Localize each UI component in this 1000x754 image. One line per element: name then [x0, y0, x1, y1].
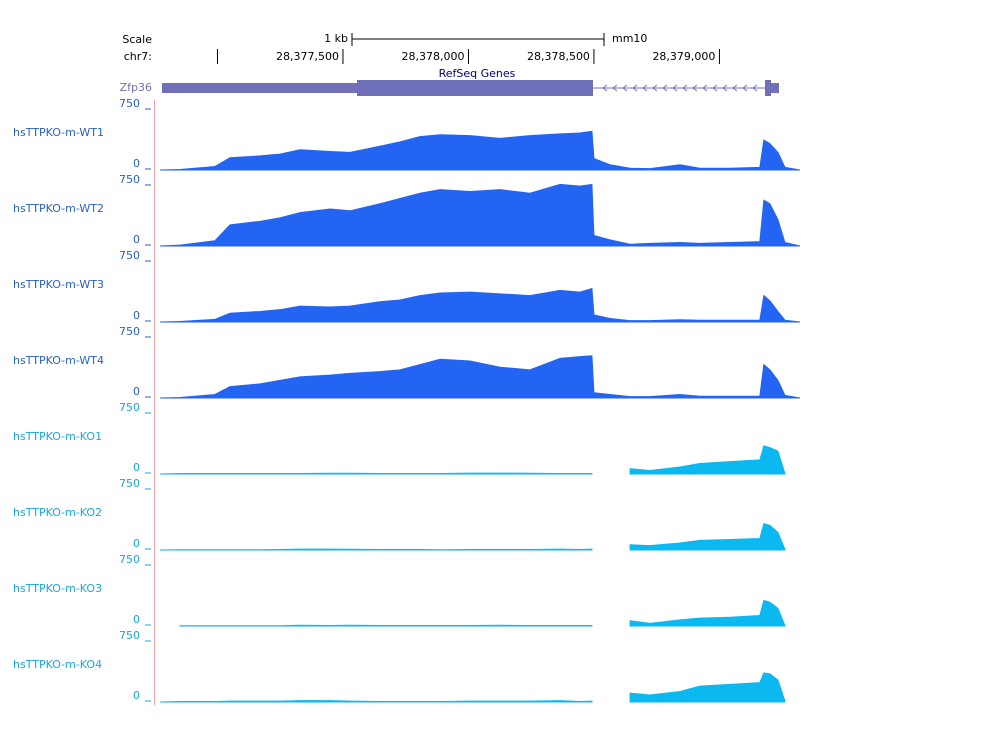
y-tick-label: 750: [119, 249, 140, 262]
scale-bar: [351, 33, 605, 46]
chrom-tick-label: 28,379,000: [652, 50, 715, 63]
y-tick-label: 750: [119, 325, 140, 338]
scale-label: Scale: [122, 33, 152, 46]
y-tick-label: 750: [119, 401, 140, 414]
track-name: hsTTPKO-m-KO2: [13, 506, 102, 519]
y-tick-label: 0: [133, 233, 140, 246]
scale-bar-label: 1 kb: [324, 32, 348, 45]
coverage-area: [179, 599, 786, 627]
chrom-axis: 28,377,500 28,378,000 28,378,500 28,379,000: [216, 49, 720, 64]
y-tick-label: 0: [133, 689, 140, 702]
chrom-label: chr7:: [124, 50, 152, 63]
y-tick-label: 750: [119, 173, 140, 186]
track-name: hsTTPKO-m-WT3: [13, 278, 104, 291]
track-name: hsTTPKO-m-KO3: [13, 582, 102, 595]
coverage-area: [159, 672, 786, 703]
y-tick-label: 750: [119, 97, 140, 110]
chrom-tick-label: 28,377,500: [276, 50, 339, 63]
y-tick-label: 0: [133, 309, 140, 322]
track-name: hsTTPKO-m-WT2: [13, 202, 104, 215]
tracks: hsTTPKO-m-WT1 0 750 hsTTPKO-m-WT2 0 750 hsTTPK…: [13, 97, 801, 703]
y-tick-label: 750: [119, 629, 140, 642]
y-tick-label: 750: [119, 553, 140, 566]
assembly-label: mm10: [612, 32, 647, 45]
y-tick-label: 750: [119, 477, 140, 490]
track-name: hsTTPKO-m-WT4: [13, 354, 104, 367]
track-name: hsTTPKO-m-WT1: [13, 126, 104, 139]
y-tick-label: 0: [133, 537, 140, 550]
y-tick-label: 0: [133, 157, 140, 170]
y-tick-label: 0: [133, 385, 140, 398]
y-tick-label: 0: [133, 613, 140, 626]
chrom-tick-label: 28,378,500: [527, 50, 590, 63]
coverage-area: [159, 522, 786, 551]
coverage-area: [159, 445, 786, 475]
chrom-tick-label: 28,378,000: [401, 50, 464, 63]
coverage-area: [159, 130, 801, 171]
track-name: hsTTPKO-m-KO1: [13, 430, 102, 443]
y-tick-label: 0: [133, 461, 140, 474]
gene-model: [162, 80, 779, 96]
gene-track-title: RefSeq Genes: [439, 67, 516, 80]
coverage-area: [159, 355, 801, 399]
coverage-area: [159, 183, 801, 247]
coverage-area: [159, 287, 801, 323]
track-name: hsTTPKO-m-KO4: [13, 658, 102, 671]
gene-name: Zfp36: [120, 81, 152, 94]
